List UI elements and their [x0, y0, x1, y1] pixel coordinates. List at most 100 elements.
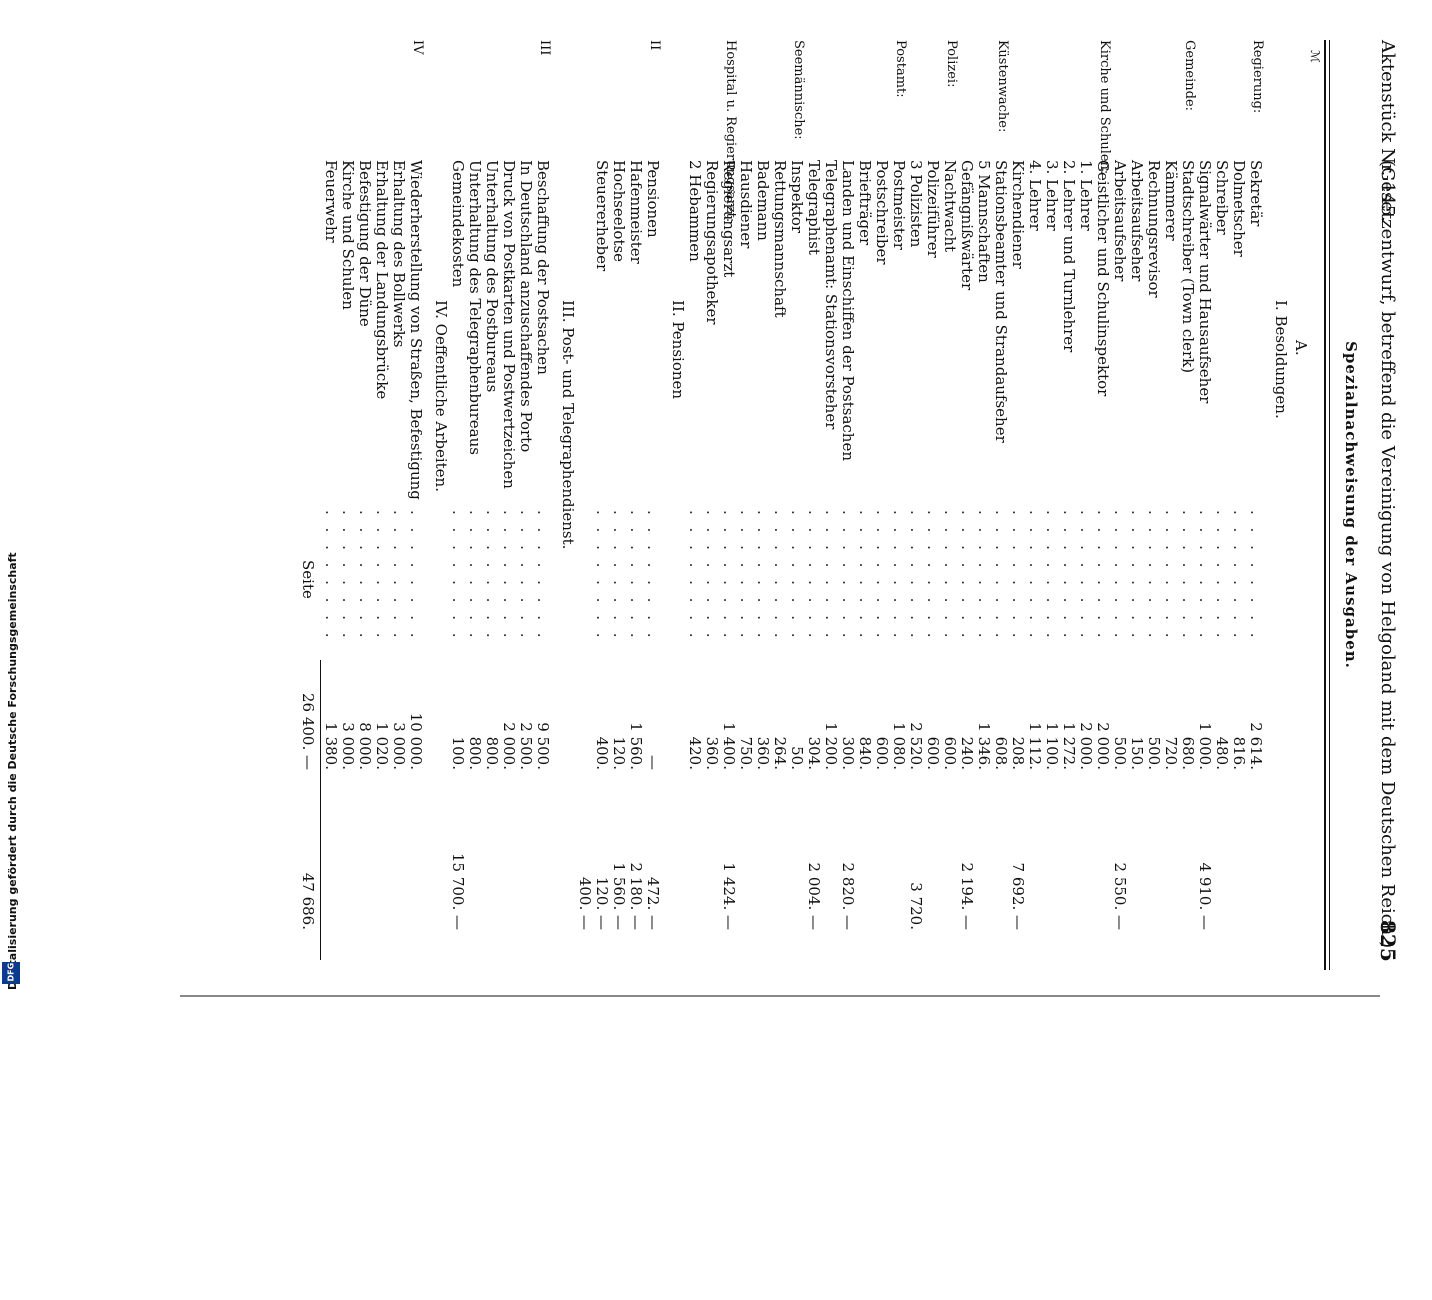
row-label: Signalwärter und Hausaufseher	[1196, 160, 1214, 404]
row-group: Regierung:	[1250, 40, 1265, 114]
row-label: Sekretär	[1247, 160, 1265, 227]
row-value-amount: 360.	[754, 736, 772, 770]
row-value-amount: 840.	[856, 736, 874, 770]
ledger-row: Hausdiener . . . . . . . . 750.	[735, 40, 755, 1300]
row-label: Druck von Postkarten und Postwertzeichen	[500, 160, 518, 489]
row-group: II	[647, 40, 662, 51]
ledger-row: 3. Lehrer . . . . . . . . 1 100.	[1041, 40, 1061, 1300]
row-group: Postamt:	[893, 40, 908, 98]
ledger-row: Postschreiber . . . . . . . . 600.	[871, 40, 891, 1300]
row-label: Telegraphist	[805, 160, 823, 255]
leader-dots: . . . . . . . .	[1043, 510, 1061, 642]
doc-title: Spezialnachweisung der Ausgaben.	[1342, 341, 1360, 669]
leader-dots: . . . . . . . .	[1145, 510, 1163, 642]
row-value-amount: 3 000.	[390, 722, 408, 770]
col-head-mark: ℳ	[1308, 50, 1322, 63]
ledger-row: Gefängnißwärter . . . . . . . . 240. 2 194.…	[956, 40, 976, 1300]
ledger-row: Erhaltung des Bollwerks . . . . . . . . 3 …	[388, 40, 408, 1300]
leader-dots: . . . . . . . .	[390, 510, 408, 642]
row-value-amount: 480.	[1213, 736, 1231, 770]
row-value-amount: 9 500.	[534, 722, 552, 770]
row-label: Befestigung der Düne	[356, 160, 374, 327]
row-value-amount: 1 000.	[1196, 722, 1214, 770]
ledger-row: 3 Polizisten . . . . . . . . 2 520. 3 720.	[905, 40, 925, 1300]
row-label: Schreiber	[1213, 160, 1231, 235]
row-group: Küstenwache:	[995, 40, 1010, 133]
leader-dots: . . . . . . . .	[1230, 510, 1248, 642]
leader-dots: . . . . . . . .	[593, 510, 611, 642]
row-value-total: 2 550. —	[1111, 862, 1129, 930]
row-value-amount: 680.	[1179, 736, 1197, 770]
row-label: Postschreiber	[873, 160, 891, 265]
leader-dots: . . . . . . . .	[771, 510, 789, 642]
row-group: Kirche und Schulen:	[1097, 40, 1112, 175]
row-label: Erhaltung der Landungsbrücke	[373, 160, 391, 400]
row-value-amount: 800.	[483, 736, 501, 770]
dfg-logo-text: DFG	[6, 962, 16, 982]
leader-dots: . . . . . . . .	[1213, 510, 1231, 642]
ledger-row: Signalwärter und Hausaufseher . . . . . .…	[1194, 40, 1214, 1300]
ledger-row: Küstenwache: Stationsbeamter und Strandau…	[990, 40, 1010, 1300]
row-label: Kämmerer	[1162, 160, 1180, 241]
leader-dots: . . . . . . . .	[466, 510, 484, 642]
row-label: 1. Lehrer	[1077, 160, 1095, 231]
row-value-total: 120. —	[593, 876, 611, 930]
row-value-amount: 600.	[924, 736, 942, 770]
section-heading: II. Pensionen	[669, 300, 687, 400]
row-value-total: 1 424. —	[720, 862, 738, 930]
leader-dots: . . . . . . . .	[1196, 510, 1214, 642]
ledger-row: Kämmerer . . . . . . . . 720.	[1160, 40, 1180, 1300]
rule-top-2	[1324, 40, 1326, 970]
section-letter: A.	[1292, 340, 1310, 356]
row-value-amount: 816.	[1230, 736, 1248, 770]
ledger-row: 1. Lehrer . . . . . . . . 2 000.	[1075, 40, 1095, 1300]
leader-dots: . . . . . . . .	[1026, 510, 1044, 642]
ledger-row: Gemeinde: Stadtschreiber (Town clerk) . . …	[1177, 40, 1197, 1300]
ledger-row: Dolmetscher . . . . . . . . 816.	[1228, 40, 1248, 1300]
row-label: Feuerwehr	[322, 160, 340, 243]
row-value-total: 400. —	[576, 876, 594, 930]
leader-dots: . . . . . . . .	[907, 510, 925, 642]
row-value-amount: 600.	[873, 736, 891, 770]
row-value-amount: 500.	[1111, 736, 1129, 770]
leader-dots: . . . . . . . .	[822, 510, 840, 642]
row-value-amount: 1 100.	[1043, 722, 1061, 770]
row-label: Postmeister	[890, 160, 908, 250]
ledger-row: Bademann . . . . . . . . 360.	[752, 40, 772, 1300]
row-label: Kirchendiener	[1009, 160, 1027, 269]
leader-dots: . . . . . . . .	[924, 510, 942, 642]
rule-top	[1329, 40, 1330, 970]
ledger-row: Polizei: Nachtwacht . . . . . . . . 600.	[939, 40, 959, 1300]
row-value-amount: 1 560.	[627, 722, 645, 770]
row-value-amount: 750.	[737, 736, 755, 770]
row-label: 2. Lehrer und Turnlehrer	[1060, 160, 1078, 353]
rotated-document-page: Aktenstück Nr. 145. (Gesetzentwurf, betr…	[140, 40, 1400, 970]
row-value-amount: 1 272.	[1060, 722, 1078, 770]
row-label: Wiederherstellung von Straßen, Befestigu…	[407, 160, 425, 500]
leader-dots: . . . . . . . .	[407, 510, 425, 642]
row-label: Dolmetscher	[1230, 160, 1248, 257]
ledger-row: Landen und Einschiffen der Postsachen . .…	[837, 40, 857, 1300]
leader-dots: . . . . . . . .	[610, 510, 628, 642]
ledger-row: 2 Hebammen . . . . . . . . 420.	[684, 40, 704, 1300]
leader-dots: . . . . . . . .	[1162, 510, 1180, 642]
section-heading: IV. Oeffentliche Arbeiten.	[432, 300, 450, 492]
row-value-total: 2 004. —	[805, 862, 823, 930]
leader-dots: . . . . . . . .	[1111, 510, 1129, 642]
row-value-amount: 8 000.	[356, 722, 374, 770]
ledger-row: Unterhaltung des Telegraphenbureaus . . .…	[464, 40, 484, 1300]
row-value-amount: 608.	[992, 736, 1010, 770]
totals-rule	[320, 660, 321, 960]
ledger-row: Rechnungsrevisor . . . . . . . . 500.	[1143, 40, 1163, 1300]
row-group: Gemeinde:	[1182, 40, 1197, 112]
ledger-row: II Pensionen . . . . . . . . — 472. —	[642, 40, 662, 1300]
leader-dots: . . . . . . . .	[839, 510, 857, 642]
header-title: (Gesetzentwurf, betreffend die Vereinigu…	[1377, 160, 1398, 949]
ledger-row: Kirche und Schulen: Geistlicher und Schul…	[1092, 40, 1112, 1300]
ledger-row: Schreiber . . . . . . . . 480.	[1211, 40, 1231, 1300]
leader-dots: . . . . . . . .	[322, 510, 340, 642]
leader-dots: . . . . . . . .	[483, 510, 501, 642]
row-label: Nachtwacht	[941, 160, 959, 253]
row-value-amount: 2 000.	[500, 722, 518, 770]
row-label: Unterhaltung des Postbureaus	[483, 160, 501, 393]
